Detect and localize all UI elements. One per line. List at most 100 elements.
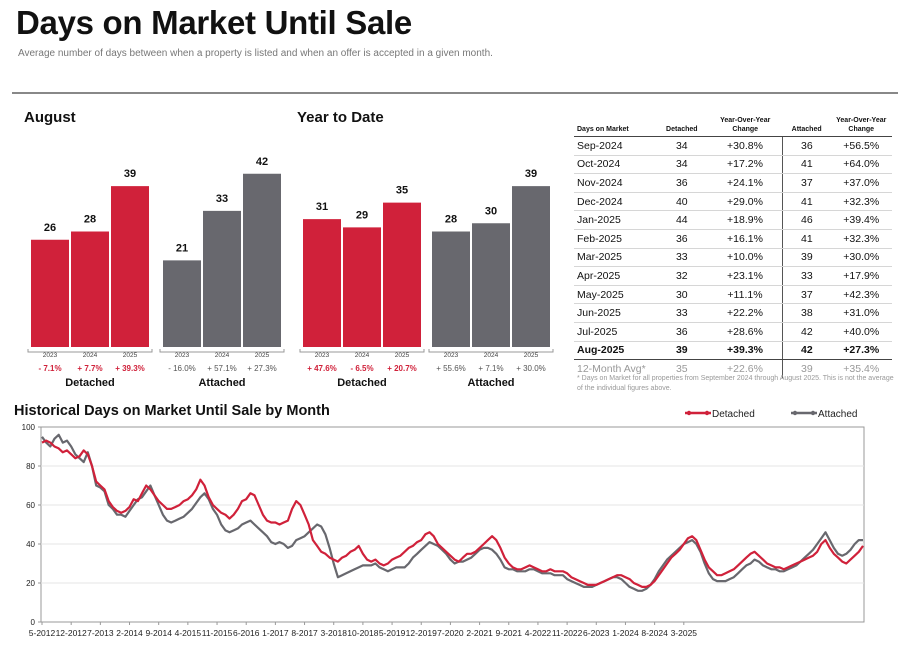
bar-value-label: 28 [84, 214, 96, 226]
table-cell: Jun-2025 [574, 303, 657, 323]
table-cell: +18.9% [707, 210, 783, 230]
series-line-detached [41, 439, 864, 588]
x-tick-label: 11-2015 [202, 628, 233, 638]
table-cell: Sep-2024 [574, 136, 657, 156]
table-cell: +23.1% [707, 266, 783, 286]
x-tick-label: 10-2018 [347, 628, 378, 638]
table-cell: +10.0% [707, 248, 783, 268]
y-tick-label: 0 [31, 618, 36, 627]
x-tick-label: 4-2015 [175, 628, 202, 638]
table-cell: 36 [656, 322, 708, 342]
table-row: Jan-2025 44 +18.9% 46 +39.4% [574, 210, 892, 230]
legend-marker [792, 410, 798, 416]
table-header-attached-yoy: Year-Over-Year Change [830, 116, 892, 137]
bar-value-label: 42 [256, 156, 268, 168]
table-row: May-2025 30 +11.1% 37 +42.3% [574, 285, 892, 305]
table-row: Oct-2024 34 +17.2% 41 +64.0% [574, 155, 892, 175]
legend-marker [686, 410, 692, 416]
bar-attached-2024 [472, 223, 510, 347]
table-cell: +30.8% [707, 136, 783, 156]
legend-marker [810, 410, 816, 416]
x-tick-label: 4-2022 [525, 628, 552, 638]
table-cell: 41 [782, 229, 831, 249]
table-cell: +24.1% [707, 173, 783, 193]
plot-frame [40, 426, 865, 623]
table-cell: 32 [656, 266, 708, 286]
bar-value-label: 31 [316, 201, 328, 213]
y-tick-label: 60 [26, 501, 35, 510]
bar-year-label: 2024 [215, 352, 230, 359]
bar-attached-2025 [243, 173, 281, 347]
table-cell: 36 [656, 173, 708, 193]
table-cell: +32.3% [830, 229, 892, 249]
bar-change-label: + 30.0% [516, 364, 546, 373]
table-cell: +17.9% [830, 266, 892, 286]
x-tick-label: 5-2012 [29, 628, 56, 638]
x-tick-label: 7-2020 [437, 628, 464, 638]
bar-value-label: 26 [44, 222, 56, 234]
table-cell: 46 [782, 210, 831, 230]
y-tick-label: 100 [22, 423, 36, 432]
bar-detached-2025 [383, 202, 421, 347]
table-cell: +42.3% [830, 285, 892, 305]
x-tick-label: 12-2019 [406, 628, 437, 638]
table-cell: +28.6% [707, 322, 783, 342]
bar-year-label: 2025 [255, 352, 270, 359]
x-tick-label: 2-2021 [466, 628, 493, 638]
bar-year-label: 2023 [315, 352, 330, 359]
legend-marker [704, 410, 710, 416]
table-header-detached-yoy: Year-Over-Year Change [707, 116, 783, 137]
table-cell: +11.1% [707, 285, 783, 305]
group-label-detached: Detached [65, 377, 115, 389]
x-tick-label: 1-2024 [612, 628, 639, 638]
bar-attached-2024 [203, 210, 241, 347]
table-cell: +30.0% [830, 248, 892, 268]
table-cell: Nov-2024 [574, 173, 657, 193]
table-cell: 33 [656, 303, 708, 323]
table-header-attached: Attached [782, 116, 831, 137]
table-cell: Jul-2025 [574, 322, 657, 342]
bar-change-label: - 6.5% [350, 364, 373, 373]
bar-detached-2024 [343, 227, 381, 347]
table-cell: +35.4% [843, 362, 880, 375]
group-bracket [159, 349, 285, 353]
monthly-table: Days on Market Detached Year-Over-Year C… [574, 116, 892, 378]
bar-year-label: 2023 [444, 352, 459, 359]
table-cell: Mar-2025 [574, 248, 657, 268]
bar-change-label: + 27.3% [247, 364, 277, 373]
august-panel-title: August [24, 109, 76, 126]
x-tick-label: 7-2013 [87, 628, 114, 638]
x-tick-label: 11-2022 [552, 628, 583, 638]
x-tick-label: 2-2014 [116, 628, 143, 638]
x-tick-label: 9-2021 [496, 628, 523, 638]
table-cell: Jan-2025 [574, 210, 657, 230]
table-row: Jun-2025 33 +22.2% 38 +31.0% [574, 303, 892, 323]
bar-year-label: 2023 [43, 352, 58, 359]
table-cell: 33 [656, 248, 708, 268]
table-cell: 36 [782, 136, 831, 156]
table-row: Apr-2025 32 +23.1% 33 +17.9% [574, 266, 892, 286]
header-divider [12, 92, 898, 94]
line-chart-title: Historical Days on Market Until Sale by … [14, 403, 330, 419]
bar-value-label: 39 [525, 168, 537, 180]
table-row: Nov-2024 36 +24.1% 37 +37.0% [574, 173, 892, 193]
x-tick-label: 8-2024 [641, 628, 668, 638]
x-tick-label: 6-2023 [583, 628, 610, 638]
bar-year-label: 2025 [123, 352, 138, 359]
table-cell: 38 [782, 303, 831, 323]
bar-change-label: - 7.1% [38, 364, 61, 373]
table-row: Dec-2024 40 +29.0% 41 +32.3% [574, 192, 892, 212]
x-tick-label: 5-2019 [379, 628, 406, 638]
bar-change-label: + 47.6% [307, 364, 337, 373]
table-header-detached: Detached [656, 116, 708, 137]
page-subtitle: Average number of days between when a pr… [18, 48, 493, 59]
table-cell: 42 [782, 341, 831, 361]
y-tick-label: 40 [26, 540, 35, 549]
group-label-detached: Detached [337, 377, 387, 389]
table-cell: 37 [782, 173, 831, 193]
table-cell: Dec-2024 [574, 192, 657, 212]
table-cell: 42 [782, 322, 831, 342]
table-cell: May-2025 [574, 285, 657, 305]
bar-detached-2025 [111, 186, 149, 347]
x-tick-label: 3-2018 [320, 628, 347, 638]
